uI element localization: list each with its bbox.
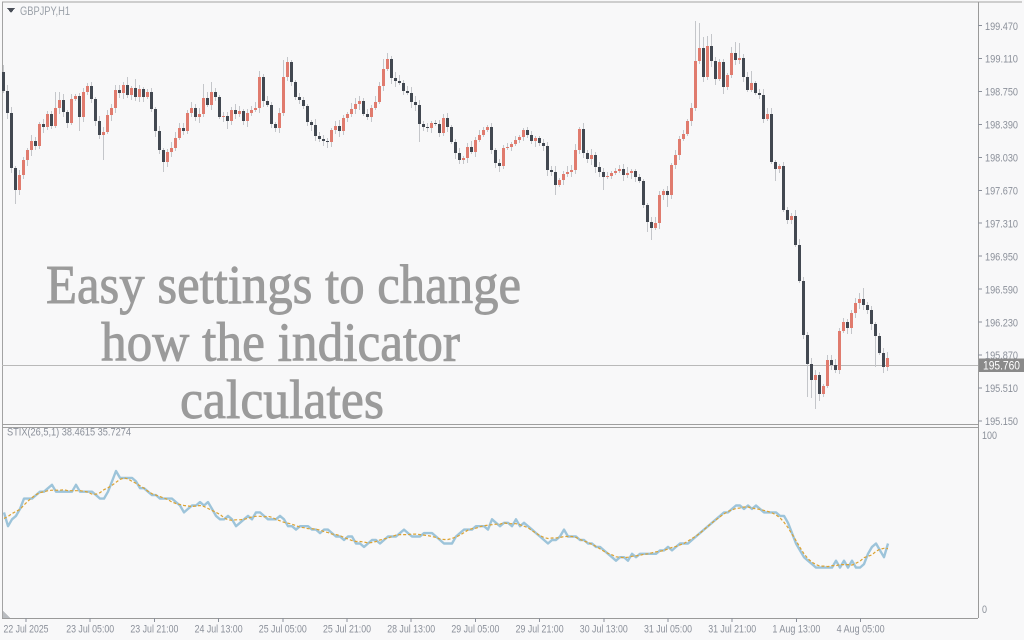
svg-text:197.310: 197.310 xyxy=(985,218,1018,230)
svg-text:23 Jul 05:00: 23 Jul 05:00 xyxy=(66,624,114,636)
svg-text:196.590: 196.590 xyxy=(985,284,1018,296)
svg-text:29 Jul 05:00: 29 Jul 05:00 xyxy=(451,624,499,636)
svg-text:198.750: 198.750 xyxy=(985,87,1018,99)
svg-text:GBPJPY,H1: GBPJPY,H1 xyxy=(20,4,70,18)
svg-text:how the indicator: how the indicator xyxy=(101,312,460,373)
svg-text:196.950: 196.950 xyxy=(985,251,1018,263)
svg-text:Easy settings to change: Easy settings to change xyxy=(46,254,521,315)
svg-text:28 Jul 13:00: 28 Jul 13:00 xyxy=(387,624,435,636)
svg-text:29 Jul 21:00: 29 Jul 21:00 xyxy=(516,624,564,636)
svg-text:100: 100 xyxy=(982,430,997,442)
svg-text:0: 0 xyxy=(982,604,987,616)
svg-text:31 Jul 05:00: 31 Jul 05:00 xyxy=(644,624,692,636)
svg-text:calculates: calculates xyxy=(180,369,384,430)
svg-text:4 Aug 05:00: 4 Aug 05:00 xyxy=(837,624,885,636)
svg-text:199.110: 199.110 xyxy=(985,54,1018,66)
svg-text:31 Jul 21:00: 31 Jul 21:00 xyxy=(708,624,756,636)
svg-text:25 Jul 05:00: 25 Jul 05:00 xyxy=(259,624,307,636)
svg-text:197.670: 197.670 xyxy=(985,186,1018,198)
svg-text:1 Aug 13:00: 1 Aug 13:00 xyxy=(772,624,820,636)
svg-text:195.760: 195.760 xyxy=(983,360,1020,372)
svg-text:30 Jul 13:00: 30 Jul 13:00 xyxy=(580,624,628,636)
svg-text:198.030: 198.030 xyxy=(985,153,1018,165)
svg-text:22 Jul 2025: 22 Jul 2025 xyxy=(4,624,49,636)
svg-text:195.150: 195.150 xyxy=(985,416,1018,428)
svg-text:23 Jul 21:00: 23 Jul 21:00 xyxy=(130,624,178,636)
svg-text:24 Jul 13:00: 24 Jul 13:00 xyxy=(195,624,243,636)
svg-text:199.470: 199.470 xyxy=(985,21,1018,33)
svg-text:198.390: 198.390 xyxy=(985,120,1018,132)
svg-text:25 Jul 21:00: 25 Jul 21:00 xyxy=(323,624,371,636)
svg-text:196.230: 196.230 xyxy=(985,317,1018,329)
svg-text:195.510: 195.510 xyxy=(985,383,1018,395)
svg-text:STIX(26,5,1) 38.4615 35.7274: STIX(26,5,1) 38.4615 35.7274 xyxy=(7,427,131,439)
